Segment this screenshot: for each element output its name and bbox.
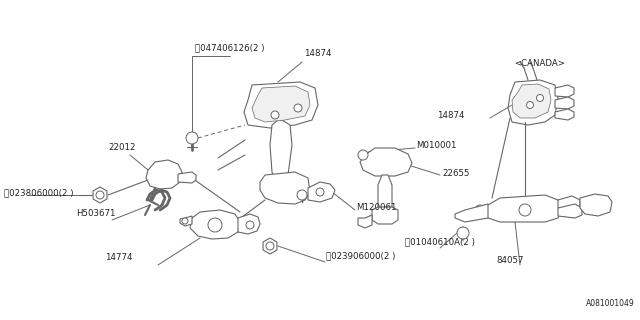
Polygon shape — [372, 207, 398, 224]
Text: A081001049: A081001049 — [586, 299, 635, 308]
Polygon shape — [508, 80, 558, 125]
Polygon shape — [580, 194, 612, 216]
Text: M120061: M120061 — [356, 204, 397, 212]
Polygon shape — [555, 109, 574, 120]
Circle shape — [96, 191, 104, 199]
Polygon shape — [558, 196, 580, 210]
Circle shape — [316, 188, 324, 196]
Circle shape — [186, 132, 198, 144]
Polygon shape — [190, 210, 240, 239]
Text: 22655: 22655 — [442, 169, 470, 178]
Text: 14874: 14874 — [438, 110, 465, 119]
Polygon shape — [360, 148, 412, 176]
Circle shape — [536, 94, 543, 101]
Circle shape — [246, 221, 254, 229]
Text: ⓝ023806000(2 ): ⓝ023806000(2 ) — [4, 188, 74, 197]
Polygon shape — [512, 84, 551, 118]
Text: M010001: M010001 — [416, 140, 456, 149]
Polygon shape — [146, 160, 182, 189]
Circle shape — [475, 205, 485, 215]
Polygon shape — [308, 182, 335, 202]
Polygon shape — [558, 204, 582, 218]
Text: 14874: 14874 — [304, 49, 332, 58]
Circle shape — [182, 218, 188, 224]
Polygon shape — [252, 86, 310, 122]
Polygon shape — [93, 187, 107, 203]
Polygon shape — [178, 172, 196, 183]
Polygon shape — [180, 216, 192, 226]
Text: 22012: 22012 — [108, 143, 136, 152]
Polygon shape — [244, 82, 318, 128]
Polygon shape — [378, 175, 392, 215]
Circle shape — [294, 104, 302, 112]
Text: 84057: 84057 — [496, 256, 524, 265]
Circle shape — [358, 150, 368, 160]
Polygon shape — [484, 195, 562, 222]
Polygon shape — [270, 120, 292, 185]
Text: Ⓞ047406126(2 ): Ⓞ047406126(2 ) — [195, 43, 264, 52]
Polygon shape — [555, 85, 574, 97]
Polygon shape — [358, 215, 372, 228]
Polygon shape — [238, 214, 260, 234]
Text: ⓝ023906000(2 ): ⓝ023906000(2 ) — [326, 251, 396, 260]
Text: H503671: H503671 — [76, 209, 115, 218]
Text: <CANADA>: <CANADA> — [515, 59, 565, 68]
Circle shape — [208, 218, 222, 232]
Polygon shape — [260, 172, 310, 204]
Circle shape — [527, 101, 534, 108]
Polygon shape — [555, 97, 574, 109]
Circle shape — [457, 227, 469, 239]
Text: ⒲01040610A(2 ): ⒲01040610A(2 ) — [405, 237, 475, 246]
Text: 14774: 14774 — [105, 253, 132, 262]
Polygon shape — [263, 238, 277, 254]
Polygon shape — [455, 204, 488, 222]
Circle shape — [266, 242, 274, 250]
Circle shape — [519, 204, 531, 216]
Circle shape — [271, 111, 279, 119]
Circle shape — [297, 190, 307, 200]
